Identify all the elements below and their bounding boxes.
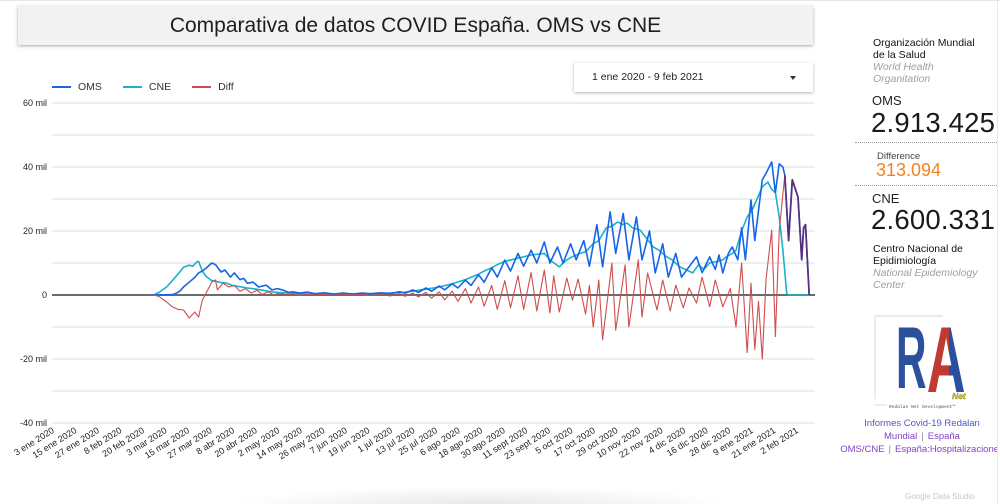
logo-letter-a: A [927,313,966,413]
legend-item-oms: OMS [52,81,102,93]
legend-label-diff: Diff [218,81,234,93]
cne-org-block: Centro Nacional de Epidimiología Nationa… [873,243,977,291]
legend-swatch-oms [52,86,71,88]
oms-org-block: Organización Mundial de la Salud World H… [873,37,975,85]
legend-swatch-cne [122,86,142,88]
y-axis: 60 mil 40 mil 20 mil 0 -20 mil -40 mil [20,98,47,428]
legend-item-diff: Diff [192,81,234,93]
series-overlap-oms-diff [783,174,811,296]
cne-org-name-en-line-2: Center [873,279,905,291]
y-tick-label: 0 [42,290,47,300]
link-mundial[interactable]: Mundial [884,431,918,442]
oms-org-name-en-line-2: Organitation [873,73,931,85]
cne-metric-value: 2.600.331 [871,204,996,235]
cne-org-name-en-line-1: National Epidemiology [873,267,978,279]
redalan-logo: R A Net Redalan Net Development™ [874,313,967,413]
logo-net-tag: Net [952,391,967,401]
oms-org-name-line-1: Organización Mundial [873,37,975,49]
oms-metric-label: OMS [872,93,902,108]
report-links: Informes Covid-19 Redalan Mundial | España… [830,417,997,456]
link-oms-cne[interactable]: OMS/CNE [840,444,885,455]
oms-org-name-line-2: de la Salud [873,49,926,61]
y-tick-label: 60 mil [23,98,47,108]
logo-letter-r: R [896,313,927,407]
y-tick-label: -40 mil [20,418,47,428]
cne-org-name-line-2: Epidimiología [873,255,937,267]
series-line-cne [149,181,810,296]
legend-label-oms: OMS [78,81,102,93]
cne-org-name-line-1: Centro Nacional de [873,243,963,255]
bottom-shadow [230,486,735,504]
oms-metric-value: 2.913.425 [871,107,996,138]
date-range-label: 1 ene 2020 - 9 feb 2021 [592,71,704,83]
series-group [52,161,815,360]
cne-metric-label: CNE [872,191,900,206]
link-espana-hospitalizaciones[interactable]: España:Hospitalizaciones [895,444,997,455]
title-box: Comparativa de datos COVID España. OMS v… [18,6,813,45]
legend-label-cne: CNE [148,81,172,93]
right-border [997,0,998,504]
logo-caption: Redalan Net Development™ [889,404,955,410]
top-border [0,0,1000,1]
series-line-diff [149,174,810,360]
date-range-selector[interactable]: 1 ene 2020 - 9 feb 2021 [574,63,813,92]
divider [855,185,997,186]
caret-down-icon[interactable] [790,76,796,80]
difference-label: Difference [877,151,921,162]
page-title: Comparativa de datos COVID España. OMS v… [169,14,662,37]
link-espana[interactable]: España [927,431,960,442]
y-tick-label: -20 mil [20,354,47,364]
difference-value: 313.094 [876,160,942,180]
divider [855,142,997,143]
link-informes-redalan[interactable]: Informes Covid-19 Redalan [864,418,980,429]
oms-org-name-en-line-1: World Health [873,61,934,73]
link-separator: | [921,431,924,442]
series-line-oms [149,161,810,296]
legend-swatch-diff [192,86,212,88]
legend-item-cne: CNE [122,81,172,93]
watermark: Google Data Studio [905,492,975,501]
chart-legend: OMS CNE Diff [52,80,255,94]
gridlines [52,102,815,424]
link-separator: | [888,444,891,455]
y-tick-label: 40 mil [23,162,47,172]
y-tick-label: 20 mil [23,226,47,236]
right-panel: Organización Mundial de la Salud World H… [830,0,997,504]
